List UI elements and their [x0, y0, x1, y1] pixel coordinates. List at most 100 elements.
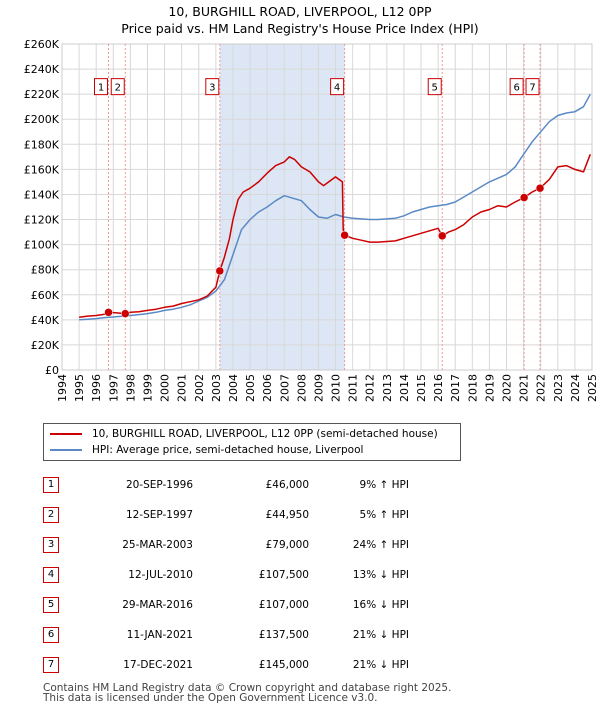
sale-number-box	[205, 78, 220, 96]
y-tick-label: £140K	[24, 188, 60, 201]
sale-date: 29-MAR-2016	[122, 599, 193, 611]
x-tick-label: 2021	[518, 374, 531, 402]
x-tick-label: 1999	[141, 374, 154, 402]
y-tick-label: £60K	[31, 289, 60, 302]
sale-number-cell: 5	[43, 590, 87, 620]
sale-row: 6 11-JAN-2021 £137,500 21% ↓ HPI	[43, 620, 409, 650]
sale-number-cell: 3	[43, 530, 87, 560]
sale-number-cell: 2	[43, 500, 87, 530]
sale-number-box	[94, 78, 109, 96]
sale-row: 1 20-SEP-1996 £46,000 9% ↑ HPI	[43, 470, 409, 500]
sale-row: 7 17-DEC-2021 £145,000 21% ↓ HPI	[43, 650, 409, 680]
x-tick-label: 2016	[432, 374, 445, 402]
sale-date: 20-SEP-1996	[125, 479, 193, 491]
sale-price: £145,000	[258, 659, 309, 671]
shaded-period	[219, 44, 345, 370]
footer-copyright: Contains HM Land Registry data © Crown c…	[43, 682, 452, 694]
sale-hpi-change: 16% ↓ HPI	[352, 599, 409, 611]
price-chart: £0 £20K £40K £60K £80K £100K £120K £140K £160K £1…	[24, 38, 599, 402]
x-tick-label: 1998	[124, 374, 137, 402]
sale-row: 5 29-MAR-2016 £107,000 16% ↓ HPI	[43, 590, 409, 620]
hpi-line	[79, 93, 591, 321]
x-tick-label: 2020	[501, 374, 514, 402]
chart-title-line1: 10, BURGHILL ROAD, LIVERPOOL, L12 0PP	[168, 4, 432, 19]
y-tick-label: £100K	[24, 239, 60, 252]
legend-label-property: 10, BURGHILL ROAD, LIVERPOOL, L12 0PP (s…	[92, 428, 438, 440]
sale-number-box-label: 7	[529, 83, 535, 94]
plot-border	[61, 43, 593, 371]
x-tick-label: 2025	[586, 374, 599, 402]
sale-number-box-label: 5	[432, 83, 438, 94]
sale-row: 4 12-JUL-2010 £107,500 13% ↓ HPI	[43, 560, 409, 590]
sale-row: 2 12-SEP-1997 £44,950 5% ↑ HPI	[43, 500, 409, 530]
y-tick-label: £80K	[31, 264, 60, 277]
sale-number-cell: 4	[43, 560, 87, 590]
sale-number-badge: 3	[43, 537, 59, 553]
x-tick-label: 2014	[398, 374, 411, 402]
x-tick-label: 2011	[347, 374, 360, 402]
x-tick-label: 2006	[261, 374, 274, 402]
x-tick-label: 2015	[415, 374, 428, 402]
sale-date: 25-MAR-2003	[122, 539, 193, 551]
sales-table: 1 20-SEP-1996 £46,000 9% ↑ HPI 2 12-SEP-1997 £…	[43, 470, 409, 680]
x-tick-label: 2017	[449, 374, 462, 402]
sale-number-box-label: 1	[98, 83, 104, 94]
x-tick-label: 2001	[176, 374, 189, 402]
footer: Contains HM Land Registry data © Crown c…	[43, 682, 452, 704]
x-tick-label: 1996	[90, 374, 103, 402]
x-tick-label: 2010	[330, 374, 343, 402]
sale-point	[121, 309, 130, 318]
x-tick-label: 2004	[227, 374, 240, 402]
legend-item-property: 10, BURGHILL ROAD, LIVERPOOL, L12 0PP (s…	[50, 426, 438, 442]
sale-number-badge: 5	[43, 597, 59, 613]
x-tick-label: 1995	[73, 374, 86, 402]
sale-price: £137,500	[258, 629, 309, 641]
footer-licence: This data is licensed under the Open Gov…	[43, 692, 378, 704]
sale-price: £107,500	[258, 569, 309, 581]
sale-point	[215, 266, 225, 276]
sale-number-badge: 2	[43, 507, 59, 523]
x-tick-label: 2009	[312, 374, 325, 402]
sale-hpi-change: 21% ↓ HPI	[352, 629, 409, 641]
sale-number-badge: 1	[43, 477, 59, 493]
y-tick-label: £160K	[24, 163, 60, 176]
sale-hpi-change: 21% ↓ HPI	[352, 659, 409, 671]
sale-date: 11-JAN-2021	[126, 629, 193, 641]
x-tick-label: 2003	[210, 374, 223, 402]
sale-number-box-label: 3	[209, 83, 215, 94]
sale-point	[340, 230, 349, 240]
sale-number-cell: 7	[43, 650, 87, 680]
x-tick-label: 2022	[535, 374, 548, 402]
y-tick-label: £260K	[24, 38, 60, 51]
sale-price: £44,950	[265, 509, 309, 521]
sale-number-box-label: 6	[513, 83, 519, 94]
x-tick-label: 2002	[193, 374, 206, 402]
sale-number-box	[509, 78, 524, 96]
sale-number-badge: 6	[43, 627, 59, 643]
sale-point	[104, 308, 113, 317]
sale-date: 12-JUL-2010	[128, 569, 193, 581]
x-tick-label: 2005	[244, 374, 257, 402]
sale-number-box-label: 2	[115, 83, 121, 94]
sale-number-box	[525, 78, 540, 96]
sale-number-cell: 1	[43, 470, 87, 500]
property-price-line	[78, 154, 591, 319]
legend-swatch-property	[50, 433, 82, 435]
sale-hpi-change: 24% ↑ HPI	[352, 539, 409, 551]
x-tick-label: 2023	[552, 374, 565, 402]
chart-title-line2: Price paid vs. HM Land Registry's House …	[121, 21, 479, 36]
legend-label-hpi: HPI: Average price, semi-detached house,…	[92, 444, 364, 456]
y-tick-label: £40K	[31, 314, 60, 327]
sale-price: £107,000	[258, 599, 309, 611]
sale-point	[535, 183, 545, 193]
x-tick-label: 2008	[295, 374, 308, 402]
sale-hpi-change: 13% ↓ HPI	[352, 569, 409, 581]
sale-date: 17-DEC-2021	[123, 659, 193, 671]
x-tick-label: 2019	[483, 374, 496, 402]
x-tick-label: 2024	[569, 374, 582, 402]
sale-row: 3 25-MAR-2003 £79,000 24% ↑ HPI	[43, 530, 409, 560]
x-tick-label: 2000	[159, 374, 172, 402]
x-tick-label: 2013	[381, 374, 394, 402]
sale-number-badge: 4	[43, 567, 59, 583]
legend-item-hpi: HPI: Average price, semi-detached house,…	[50, 442, 363, 458]
